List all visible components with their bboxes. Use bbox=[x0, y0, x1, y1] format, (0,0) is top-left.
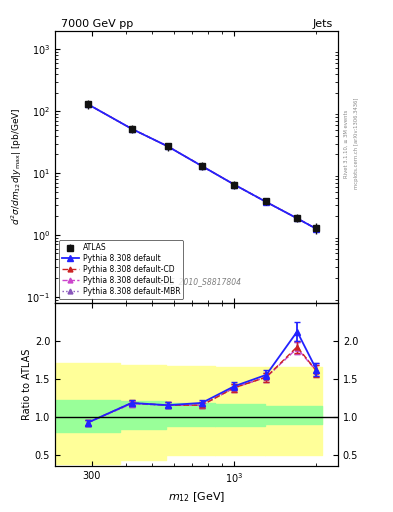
Pythia 8.308 default-DL bbox=[295, 215, 299, 221]
Pythia 8.308 default-DL bbox=[85, 101, 90, 107]
Pythia 8.308 default-CD bbox=[295, 215, 299, 221]
Y-axis label: $d^2\sigma/dm_{12}d|y_{\rm max}|$ [pb/GeV]: $d^2\sigma/dm_{12}d|y_{\rm max}|$ [pb/Ge… bbox=[9, 108, 24, 225]
Pythia 8.308 default-DL bbox=[200, 163, 204, 169]
Pythia 8.308 default bbox=[129, 125, 134, 132]
Pythia 8.308 default-DL bbox=[314, 226, 319, 232]
Pythia 8.308 default-CD bbox=[129, 125, 134, 132]
Pythia 8.308 default-DL bbox=[232, 182, 237, 188]
Pythia 8.308 default-CD bbox=[232, 182, 237, 188]
Y-axis label: Ratio to ATLAS: Ratio to ATLAS bbox=[22, 349, 32, 420]
Text: mcplots.cern.ch [arXiv:1306.3436]: mcplots.cern.ch [arXiv:1306.3436] bbox=[354, 98, 359, 189]
Pythia 8.308 default bbox=[232, 182, 237, 188]
Pythia 8.308 default-MBR bbox=[295, 215, 299, 221]
Pythia 8.308 default-MBR bbox=[165, 143, 170, 150]
Pythia 8.308 default-DL bbox=[264, 199, 269, 205]
Pythia 8.308 default bbox=[295, 215, 299, 221]
Text: ATLAS_2010_S8817804: ATLAS_2010_S8817804 bbox=[151, 278, 242, 286]
Pythia 8.308 default-DL bbox=[165, 143, 170, 150]
Pythia 8.308 default-MBR bbox=[129, 125, 134, 132]
Line: Pythia 8.308 default-DL: Pythia 8.308 default-DL bbox=[85, 102, 319, 231]
Text: Jets: Jets bbox=[312, 19, 332, 29]
Pythia 8.308 default-CD bbox=[200, 163, 204, 169]
Text: 7000 GeV pp: 7000 GeV pp bbox=[61, 19, 133, 29]
Pythia 8.308 default bbox=[200, 163, 204, 169]
Pythia 8.308 default-MBR bbox=[314, 226, 319, 232]
Pythia 8.308 default-CD bbox=[314, 226, 319, 232]
Pythia 8.308 default bbox=[165, 143, 170, 150]
Pythia 8.308 default bbox=[264, 199, 269, 205]
Line: Pythia 8.308 default-MBR: Pythia 8.308 default-MBR bbox=[85, 102, 319, 231]
Pythia 8.308 default bbox=[85, 101, 90, 107]
Pythia 8.308 default-CD bbox=[264, 199, 269, 205]
Pythia 8.308 default-CD bbox=[165, 143, 170, 150]
Pythia 8.308 default bbox=[314, 226, 319, 232]
Text: Rivet 3.1.10, ≥ 3M events: Rivet 3.1.10, ≥ 3M events bbox=[344, 109, 349, 178]
Pythia 8.308 default-MBR bbox=[200, 163, 204, 169]
Legend: ATLAS, Pythia 8.308 default, Pythia 8.308 default-CD, Pythia 8.308 default-DL, P: ATLAS, Pythia 8.308 default, Pythia 8.30… bbox=[59, 240, 183, 299]
Line: Pythia 8.308 default: Pythia 8.308 default bbox=[85, 101, 319, 231]
Pythia 8.308 default-DL bbox=[129, 125, 134, 132]
Pythia 8.308 default-MBR bbox=[85, 101, 90, 107]
Pythia 8.308 default-CD bbox=[85, 101, 90, 107]
Pythia 8.308 default-MBR bbox=[264, 199, 269, 205]
Line: Pythia 8.308 default-CD: Pythia 8.308 default-CD bbox=[85, 102, 319, 231]
Pythia 8.308 default-MBR bbox=[232, 182, 237, 188]
X-axis label: $m_{12}$ [GeV]: $m_{12}$ [GeV] bbox=[168, 490, 225, 504]
